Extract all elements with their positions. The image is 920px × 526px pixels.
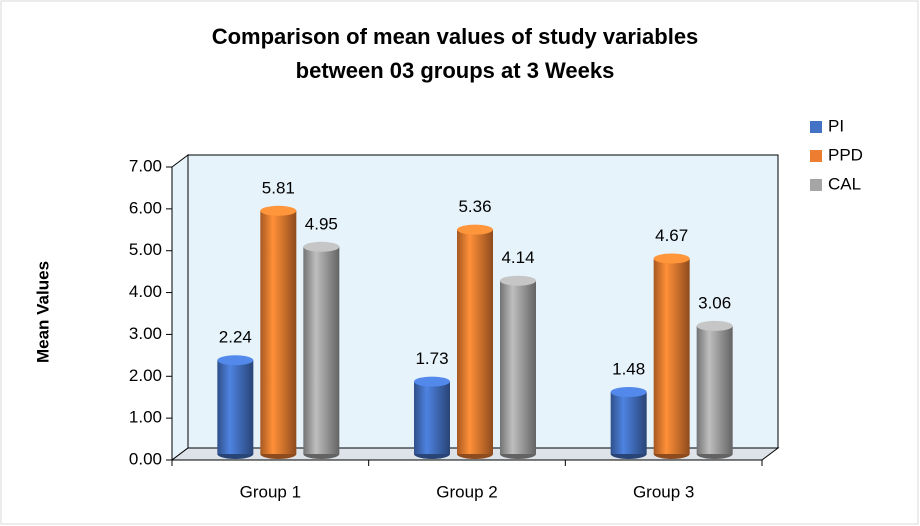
bar-top [414, 376, 450, 387]
legend-swatch [810, 121, 822, 133]
chart-title: between 03 groups at 3 Weeks [296, 58, 615, 83]
bar [653, 258, 690, 454]
chart-title: Comparison of mean values of study varia… [212, 24, 699, 49]
data-label: 1.48 [612, 360, 645, 379]
data-label: 4.67 [655, 226, 688, 245]
x-tick-label: Group 3 [633, 482, 694, 501]
y-tick-label: 6.00 [129, 198, 162, 217]
side-wall [171, 154, 189, 461]
bar-top [696, 320, 733, 331]
data-label: 5.36 [458, 197, 491, 216]
legend-swatch [810, 150, 822, 162]
y-tick-label: 0.00 [129, 449, 162, 468]
data-label: 5.81 [262, 178, 295, 197]
bar [260, 210, 297, 454]
legend-label: PI [828, 116, 844, 135]
y-tick-label: 7.00 [129, 156, 162, 175]
y-tick-label: 4.00 [129, 282, 162, 301]
bar-top [500, 275, 536, 286]
y-tick-label: 1.00 [129, 408, 162, 427]
legend-label: CAL [828, 174, 861, 193]
data-label: 3.06 [698, 293, 731, 312]
bar [500, 280, 536, 454]
x-tick-label: Group 1 [240, 482, 301, 501]
bar-top [260, 205, 297, 216]
bar [217, 360, 254, 454]
legend-label: PPD [828, 145, 863, 164]
bar-top [303, 241, 340, 252]
y-tick-label: 2.00 [129, 366, 162, 385]
data-label: 4.95 [305, 214, 338, 233]
data-label: 2.24 [219, 328, 252, 347]
bar-top [610, 387, 647, 398]
data-label: 1.73 [415, 349, 448, 368]
bar-top [653, 253, 690, 264]
bar-top [217, 355, 254, 366]
bar [696, 325, 733, 454]
y-tick-label: 3.00 [129, 324, 162, 343]
bar [303, 246, 340, 454]
data-label: 4.14 [501, 248, 534, 267]
x-tick-label: Group 2 [436, 482, 497, 501]
bar [610, 392, 647, 454]
bar [414, 381, 450, 454]
legend-swatch [810, 179, 822, 191]
y-tick-label: 5.00 [129, 240, 162, 259]
bar [457, 229, 493, 454]
y-axis-title: Mean Values [33, 261, 52, 363]
bar-top [457, 224, 493, 235]
